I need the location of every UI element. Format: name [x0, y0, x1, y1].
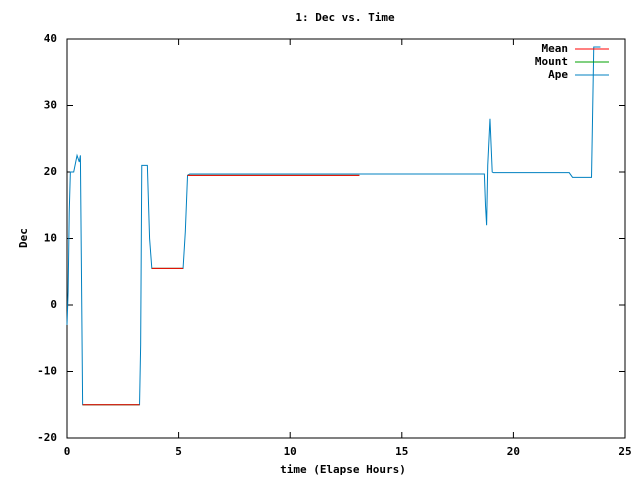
x-tick-label: 10 [284, 445, 297, 458]
series-line [82, 174, 360, 406]
x-tick-label: 15 [395, 445, 408, 458]
y-tick-label: 30 [44, 99, 57, 112]
legend-label: Mount [535, 55, 568, 68]
plot-border [66, 38, 626, 439]
y-tick-label: -20 [37, 431, 57, 444]
y-tick-label: 20 [44, 165, 57, 178]
legend-label: Ape [548, 68, 568, 81]
y-axis-label: Dec [17, 228, 30, 248]
x-tick-label: 20 [507, 445, 520, 458]
x-tick-label: 25 [618, 445, 631, 458]
legend-label: Mean [542, 42, 569, 55]
x-axis-label: time (Elapse Hours) [280, 463, 406, 476]
y-tick-label: -10 [37, 365, 57, 378]
chart-title: 1: Dec vs. Time [295, 11, 395, 24]
x-tick-label: 5 [175, 445, 182, 458]
y-tick-label: 10 [44, 232, 57, 245]
y-tick-label: 40 [44, 32, 57, 45]
y-tick-label: 0 [50, 298, 57, 311]
x-tick-label: 0 [64, 445, 71, 458]
